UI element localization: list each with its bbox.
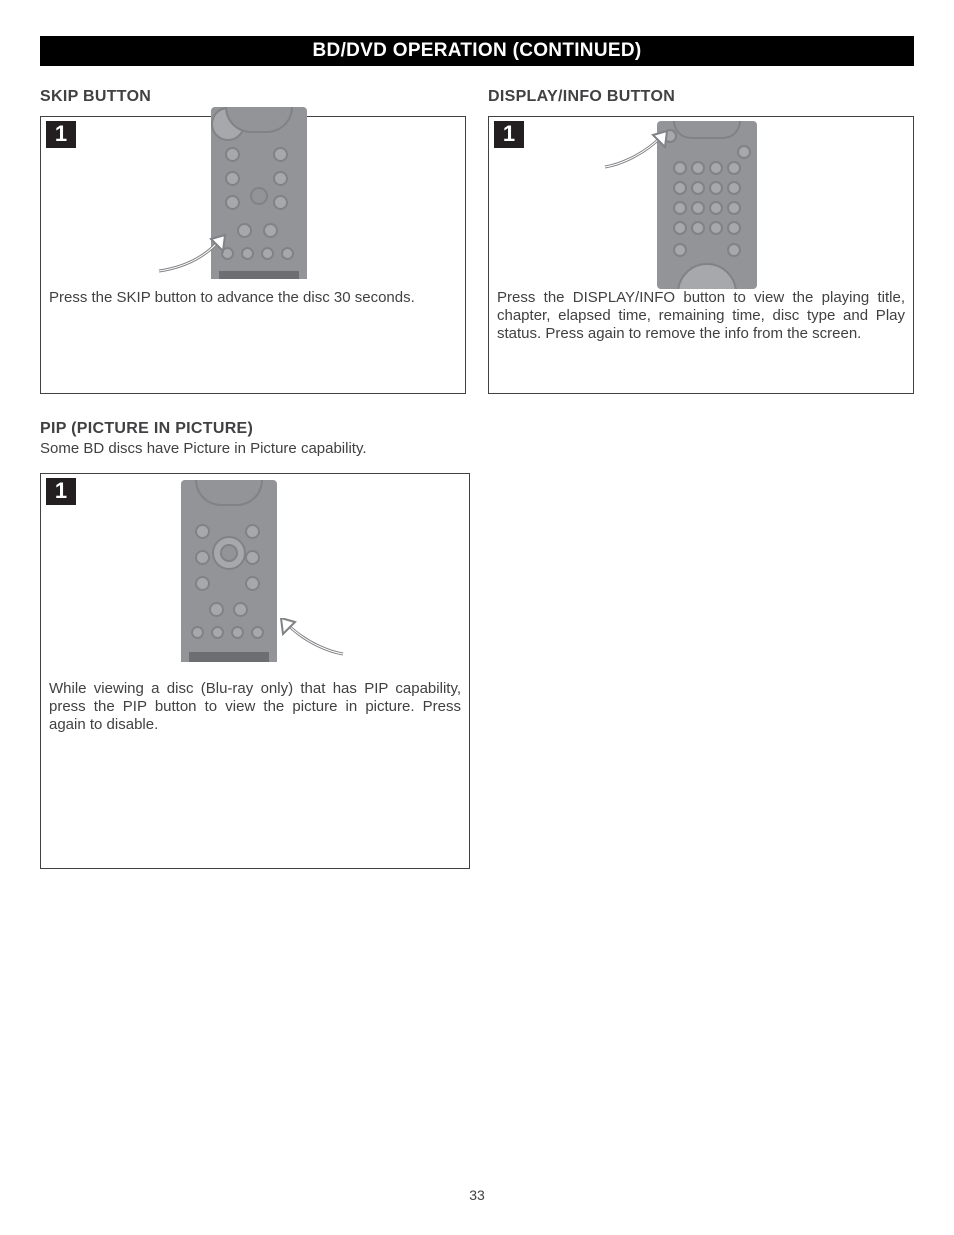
pip-text: While viewing a disc (Blu-ray only) that…	[41, 674, 469, 742]
skip-step-number: 1	[46, 121, 76, 148]
pip-section: PIP (PICTURE IN PICTURE) Some BD discs h…	[40, 420, 470, 869]
pip-subtitle: Some BD discs have Picture in Picture ca…	[40, 440, 470, 457]
display-figure: 1	[489, 117, 913, 283]
skip-title: SKIP BUTTON	[40, 88, 466, 106]
remote-icon	[181, 480, 277, 662]
pip-title: PIP (PICTURE IN PICTURE)	[40, 420, 470, 438]
pip-step-box: 1	[40, 473, 470, 869]
arrow-icon	[599, 131, 675, 171]
skip-step-box: 1	[40, 116, 466, 394]
skip-text: Press the SKIP button to advance the dis…	[41, 283, 465, 315]
page-number: 33	[0, 1187, 954, 1203]
arrow-icon	[273, 618, 349, 658]
two-column-row: SKIP BUTTON 1	[40, 88, 914, 394]
display-text: Press the DISPLAY/INFO button to view th…	[489, 283, 913, 351]
page-header: BD/DVD OPERATION (CONTINUED)	[40, 36, 914, 66]
display-column: DISPLAY/INFO BUTTON 1	[488, 88, 914, 394]
skip-figure: 1	[41, 117, 465, 283]
arrow-icon	[153, 233, 233, 273]
display-step-box: 1	[488, 116, 914, 394]
display-title: DISPLAY/INFO BUTTON	[488, 88, 914, 106]
display-step-number: 1	[494, 121, 524, 148]
pip-figure: 1	[41, 474, 469, 674]
skip-column: SKIP BUTTON 1	[40, 88, 466, 394]
pip-step-number: 1	[46, 478, 76, 505]
